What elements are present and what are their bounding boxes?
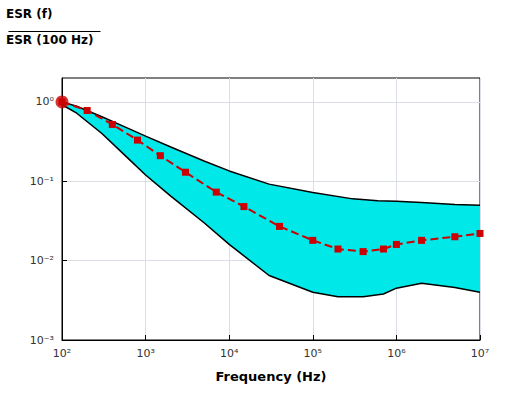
svg-text:10⁰: 10⁰ bbox=[36, 95, 55, 108]
svg-text:Frequency (Hz): Frequency (Hz) bbox=[216, 369, 327, 384]
svg-text:10⁷: 10⁷ bbox=[471, 347, 489, 360]
svg-text:10⁻¹: 10⁻¹ bbox=[30, 175, 54, 188]
svg-text:10⁴: 10⁴ bbox=[220, 347, 239, 360]
svg-text:ESR (f): ESR (f) bbox=[6, 7, 52, 21]
svg-text:10²: 10² bbox=[53, 347, 71, 360]
svg-text:10⁻³: 10⁻³ bbox=[30, 334, 54, 347]
svg-text:10³: 10³ bbox=[136, 347, 154, 360]
svg-text:10⁻²: 10⁻² bbox=[30, 254, 54, 267]
svg-text:10⁵: 10⁵ bbox=[304, 347, 322, 360]
svg-text:ESR (100 Hz): ESR (100 Hz) bbox=[6, 33, 93, 47]
svg-text:10⁶: 10⁶ bbox=[387, 347, 406, 360]
